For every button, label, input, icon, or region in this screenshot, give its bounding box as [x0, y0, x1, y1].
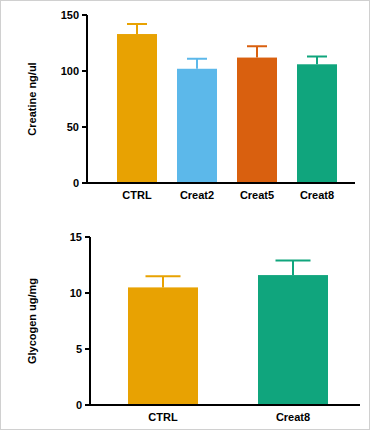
y-tick-label: 5: [76, 343, 82, 355]
y-axis-label: Glycogen ug/mg: [26, 278, 38, 364]
x-tick-label: Creat5: [240, 189, 274, 201]
error-bar: [146, 276, 181, 287]
y-tick: [85, 348, 90, 350]
y-tick-label: 150: [61, 9, 79, 21]
x-tick-label: Creat8: [300, 189, 334, 201]
y-tick-label: 50: [67, 121, 79, 133]
y-tick-label: 0: [76, 399, 82, 411]
y-axis: [89, 237, 91, 405]
y-axis-label: Creatine ng/ul: [26, 62, 38, 135]
chart-1: CTRL Creat8 0 5 10 15 Glycogen ug/mg: [26, 231, 360, 423]
error-bar: [187, 59, 207, 69]
x-tick-label: Creat8: [276, 411, 310, 423]
frame: [1, 1, 370, 430]
plot-marks: [128, 261, 328, 405]
error-bar: [127, 24, 147, 34]
x-tick-label: Creat2: [180, 189, 214, 201]
y-tick-label: 15: [70, 231, 82, 243]
y-axis: [86, 15, 88, 183]
y-tick: [82, 182, 87, 184]
bar: [117, 34, 157, 183]
x-axis: [90, 404, 360, 406]
error-bar: [247, 46, 267, 57]
error-bar: [307, 56, 327, 64]
x-axis: [87, 182, 355, 184]
y-tick-label: 10: [70, 287, 82, 299]
chart-0: CTRL Creat2 Creat5 Creat8 0 50 100 150 Creatine …: [26, 9, 355, 201]
bar: [128, 287, 198, 405]
plot-marks: [117, 24, 337, 183]
bar: [258, 275, 328, 405]
y-tick-label: 0: [73, 177, 79, 189]
y-tick: [82, 14, 87, 16]
y-tick: [85, 236, 90, 238]
bar: [237, 58, 277, 183]
y-tick: [82, 126, 87, 128]
y-tick: [82, 70, 87, 72]
x-tick-label: CTRL: [122, 189, 152, 201]
y-tick-label: 100: [61, 65, 79, 77]
bar: [297, 64, 337, 183]
error-bar: [276, 261, 311, 276]
bar: [177, 69, 217, 183]
x-tick-label: CTRL: [148, 411, 178, 423]
figure: CTRLCreat2Creat5Creat8050100150Creatine …: [0, 0, 370, 430]
y-tick: [85, 404, 90, 406]
y-tick: [85, 292, 90, 294]
